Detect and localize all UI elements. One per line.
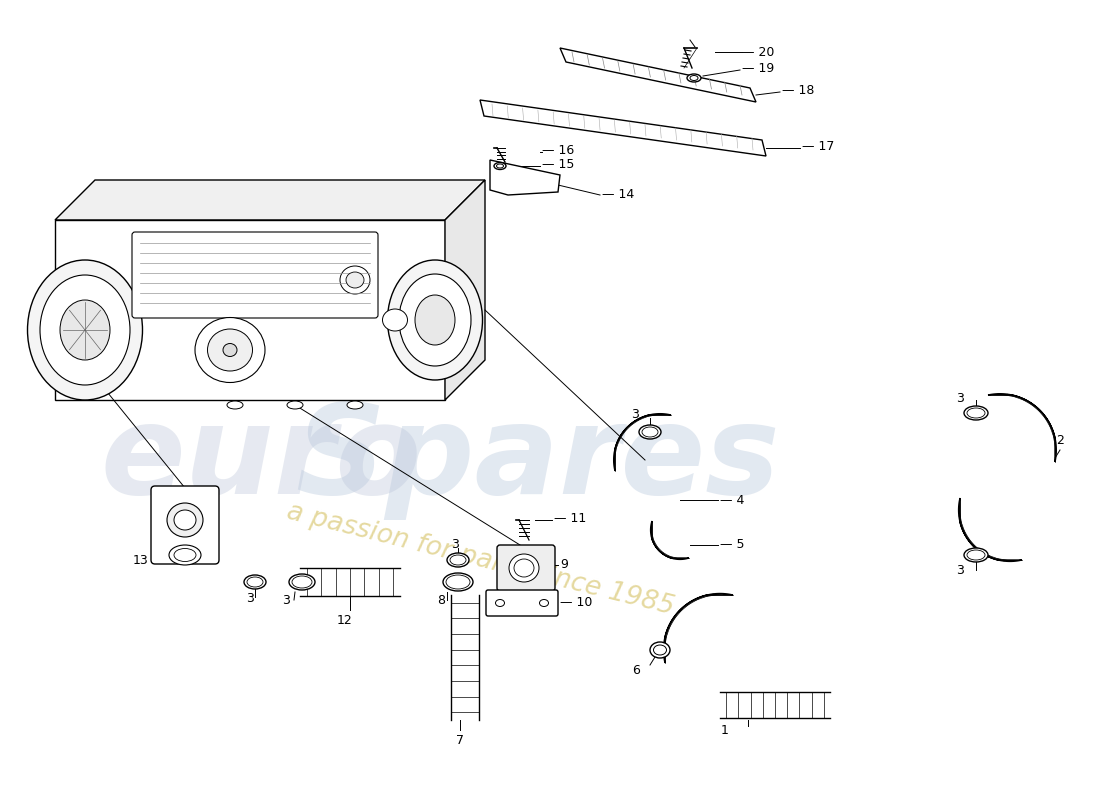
FancyBboxPatch shape xyxy=(151,486,219,564)
Polygon shape xyxy=(446,180,485,400)
Ellipse shape xyxy=(496,164,504,168)
Polygon shape xyxy=(663,594,733,663)
Text: — 16: — 16 xyxy=(542,143,574,157)
Text: a passion for parts since 1985: a passion for parts since 1985 xyxy=(284,499,676,621)
Polygon shape xyxy=(55,220,446,400)
Ellipse shape xyxy=(383,309,407,331)
Ellipse shape xyxy=(169,545,201,565)
Ellipse shape xyxy=(223,343,236,357)
Ellipse shape xyxy=(208,329,253,371)
Ellipse shape xyxy=(387,260,483,380)
Ellipse shape xyxy=(28,260,143,400)
Polygon shape xyxy=(650,521,689,559)
Polygon shape xyxy=(300,568,400,596)
FancyBboxPatch shape xyxy=(486,590,558,616)
Ellipse shape xyxy=(650,642,670,658)
Polygon shape xyxy=(480,100,766,156)
Ellipse shape xyxy=(244,575,266,589)
Polygon shape xyxy=(451,595,478,720)
FancyBboxPatch shape xyxy=(132,232,378,318)
Text: 3: 3 xyxy=(282,594,290,606)
Ellipse shape xyxy=(415,295,455,345)
Text: 1: 1 xyxy=(722,723,729,737)
Polygon shape xyxy=(55,180,485,220)
Text: Spares: Spares xyxy=(295,399,780,521)
Text: 3: 3 xyxy=(956,563,964,577)
Text: — 19: — 19 xyxy=(742,62,774,75)
Polygon shape xyxy=(988,394,1056,462)
Ellipse shape xyxy=(60,300,110,360)
Ellipse shape xyxy=(509,554,539,582)
Ellipse shape xyxy=(167,503,204,537)
Text: — 5: — 5 xyxy=(720,538,745,551)
Polygon shape xyxy=(560,48,756,102)
Text: — 11: — 11 xyxy=(554,511,586,525)
Text: 3: 3 xyxy=(451,538,459,551)
Text: — 4: — 4 xyxy=(720,494,745,506)
Ellipse shape xyxy=(195,318,265,382)
Ellipse shape xyxy=(227,401,243,409)
Text: 13: 13 xyxy=(132,554,148,566)
Text: 7: 7 xyxy=(456,734,464,746)
Text: — 18: — 18 xyxy=(782,85,814,98)
Ellipse shape xyxy=(690,75,698,81)
Ellipse shape xyxy=(447,553,469,567)
Text: 12: 12 xyxy=(337,614,353,626)
Ellipse shape xyxy=(494,162,506,170)
Ellipse shape xyxy=(399,274,471,366)
Ellipse shape xyxy=(340,266,370,294)
Polygon shape xyxy=(490,160,560,195)
Ellipse shape xyxy=(964,406,988,420)
Text: 8: 8 xyxy=(437,594,446,606)
Text: — 17: — 17 xyxy=(802,141,835,154)
Polygon shape xyxy=(958,498,1022,562)
Text: 2: 2 xyxy=(1056,434,1064,446)
Ellipse shape xyxy=(40,275,130,385)
Text: — 20: — 20 xyxy=(742,46,774,58)
Polygon shape xyxy=(614,414,671,471)
Text: 9: 9 xyxy=(560,558,568,571)
Text: 6: 6 xyxy=(632,663,640,677)
Text: 3: 3 xyxy=(956,391,964,405)
Ellipse shape xyxy=(287,401,303,409)
Ellipse shape xyxy=(289,574,315,590)
Text: 3: 3 xyxy=(631,409,639,422)
Ellipse shape xyxy=(443,573,473,591)
Ellipse shape xyxy=(346,272,364,288)
Ellipse shape xyxy=(639,425,661,439)
Text: euro: euro xyxy=(100,399,421,521)
Text: — 15: — 15 xyxy=(542,158,574,171)
Text: — 10: — 10 xyxy=(560,597,593,610)
Ellipse shape xyxy=(964,548,988,562)
Ellipse shape xyxy=(346,401,363,409)
Polygon shape xyxy=(720,692,830,718)
FancyBboxPatch shape xyxy=(497,545,556,591)
Ellipse shape xyxy=(688,74,701,82)
Text: — 14: — 14 xyxy=(602,187,635,201)
Ellipse shape xyxy=(174,510,196,530)
Text: 3: 3 xyxy=(246,591,254,605)
